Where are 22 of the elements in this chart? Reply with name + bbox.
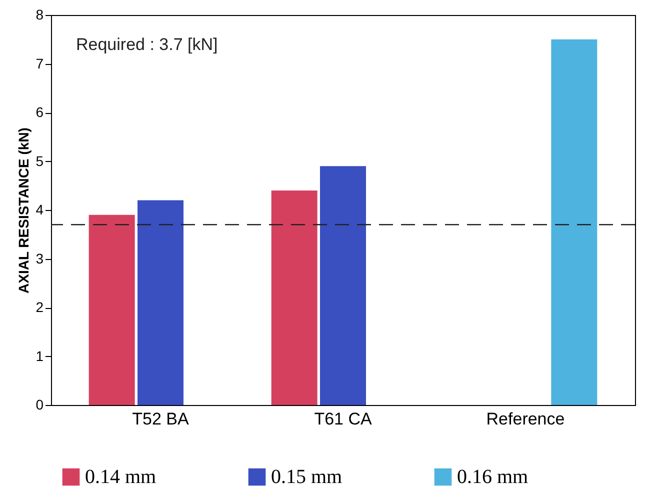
y-axis-title: AXIAL RESISTANCE (kN) [16,128,32,294]
bar [138,200,184,405]
y-tick-label: 2 [36,299,44,315]
y-tick-label: 3 [36,250,44,266]
bar [271,190,318,405]
y-tick-label: 7 [36,55,44,72]
bar [551,39,598,405]
x-tick-label: Reference [486,410,565,428]
bar [320,166,366,405]
y-tick-label: 4 [36,202,44,218]
x-tick-label: T61 CA [314,410,372,428]
x-tick-label: T52 BA [132,410,190,428]
y-tick-label: 5 [36,152,44,169]
legend-label: 0.15 mm [271,466,343,488]
y-tick-label: 8 [36,6,44,22]
legend-label: 0.14 mm [85,466,157,488]
legend-label: 0.16 mm [457,466,529,488]
y-tick-label: 6 [36,104,44,120]
y-tick-label: 0 [36,396,44,412]
bar [88,214,135,405]
y-tick-label: 1 [36,348,44,364]
annotation: Required : 3.7 [kN] [76,35,218,54]
